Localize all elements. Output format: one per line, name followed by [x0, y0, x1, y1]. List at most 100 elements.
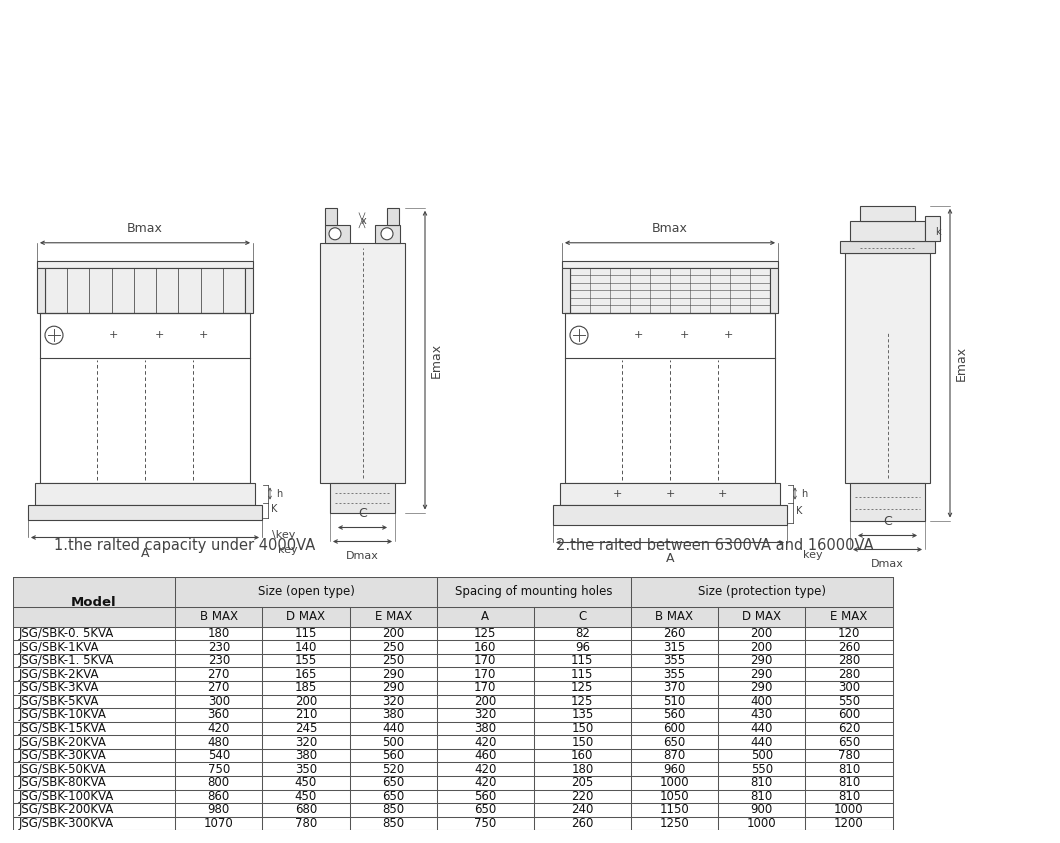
Circle shape — [570, 326, 588, 344]
Text: C: C — [358, 507, 367, 519]
Text: 460: 460 — [474, 749, 496, 762]
Text: 245: 245 — [295, 722, 317, 735]
Text: 250: 250 — [382, 641, 404, 653]
Text: 290: 290 — [382, 668, 404, 681]
Text: 205: 205 — [571, 776, 594, 789]
Text: E MAX: E MAX — [374, 610, 411, 623]
Text: 500: 500 — [750, 749, 773, 762]
Text: D MAX: D MAX — [286, 610, 325, 623]
Bar — [534, 607, 631, 626]
Text: Bmax: Bmax — [652, 222, 688, 235]
Text: 200: 200 — [382, 627, 404, 640]
Text: 290: 290 — [750, 681, 773, 695]
Bar — [45, 268, 245, 313]
Text: k: k — [935, 227, 940, 237]
Text: 750: 750 — [208, 763, 230, 776]
Text: 250: 250 — [382, 654, 404, 667]
Text: 520: 520 — [382, 763, 404, 776]
Text: JSG/SBK-15KVA: JSG/SBK-15KVA — [19, 722, 107, 735]
Text: JSG/SBK-300KVA: JSG/SBK-300KVA — [19, 817, 114, 830]
Bar — [13, 803, 893, 817]
Text: 780: 780 — [837, 749, 860, 762]
Text: 125: 125 — [571, 695, 594, 708]
Text: 1150: 1150 — [659, 803, 689, 817]
Text: 650: 650 — [837, 736, 860, 749]
Text: 360: 360 — [208, 708, 230, 722]
Bar — [35, 482, 255, 504]
Bar — [13, 654, 893, 668]
Bar — [13, 681, 893, 695]
Text: 115: 115 — [571, 654, 594, 667]
Text: 810: 810 — [837, 776, 860, 789]
Text: JSG/SBK-200KVA: JSG/SBK-200KVA — [19, 803, 114, 817]
Text: A: A — [666, 552, 674, 566]
Bar — [565, 313, 775, 482]
Bar — [40, 313, 250, 482]
Text: 450: 450 — [295, 776, 317, 789]
Text: 170: 170 — [474, 654, 496, 667]
Text: 355: 355 — [664, 668, 686, 681]
Text: 420: 420 — [474, 776, 496, 789]
Text: 150: 150 — [571, 722, 594, 735]
Bar — [13, 695, 893, 708]
Text: 270: 270 — [208, 668, 230, 681]
Bar — [330, 482, 395, 513]
Bar — [13, 577, 175, 607]
Bar — [13, 722, 893, 735]
Text: 850: 850 — [382, 803, 404, 817]
Text: 355: 355 — [664, 654, 686, 667]
Bar — [13, 626, 893, 641]
Text: 510: 510 — [664, 695, 686, 708]
Text: 620: 620 — [837, 722, 860, 735]
Text: 120: 120 — [837, 627, 860, 640]
Text: 115: 115 — [295, 627, 317, 640]
Text: 480: 480 — [208, 736, 230, 749]
Text: Emax: Emax — [955, 346, 968, 381]
Text: 125: 125 — [571, 681, 594, 695]
Text: 960: 960 — [664, 763, 686, 776]
Text: 560: 560 — [664, 708, 686, 722]
Text: +: + — [155, 330, 164, 341]
Text: 500: 500 — [382, 736, 404, 749]
Bar — [437, 577, 631, 607]
Bar — [840, 241, 935, 253]
Text: 650: 650 — [382, 776, 404, 789]
Text: 155: 155 — [295, 654, 317, 667]
Bar — [13, 607, 175, 626]
Text: 260: 260 — [664, 627, 686, 640]
Text: 900: 900 — [750, 803, 773, 817]
Text: JSG/SBK-100KVA: JSG/SBK-100KVA — [19, 790, 114, 803]
Bar — [845, 253, 930, 482]
Bar — [631, 607, 718, 626]
Text: 1000: 1000 — [659, 776, 689, 789]
Text: JSG/SBK-50KVA: JSG/SBK-50KVA — [19, 763, 107, 776]
Text: +: + — [666, 489, 674, 498]
Text: +: + — [109, 330, 118, 341]
Text: +: + — [199, 330, 209, 341]
Text: JSG/SBK-1KVA: JSG/SBK-1KVA — [19, 641, 100, 653]
Text: 1250: 1250 — [659, 817, 689, 830]
Text: C: C — [578, 610, 586, 623]
Text: 1.the ralted capacity under 4000VA: 1.the ralted capacity under 4000VA — [54, 538, 316, 553]
Text: 420: 420 — [474, 736, 496, 749]
Text: 860: 860 — [208, 790, 230, 803]
Bar — [245, 268, 253, 313]
Text: JSG/SBK-5KVA: JSG/SBK-5KVA — [19, 695, 100, 708]
Bar — [560, 482, 780, 504]
Text: 600: 600 — [837, 708, 860, 722]
Text: 125: 125 — [474, 627, 496, 640]
Text: 380: 380 — [295, 749, 317, 762]
Text: B MAX: B MAX — [655, 610, 693, 623]
Text: A: A — [481, 610, 490, 623]
Text: 780: 780 — [295, 817, 317, 830]
Circle shape — [45, 326, 63, 344]
Bar — [37, 268, 45, 313]
Text: key: key — [803, 550, 823, 561]
Text: A: A — [141, 547, 149, 561]
Text: Bmax: Bmax — [127, 222, 163, 235]
Text: 550: 550 — [837, 695, 860, 708]
Text: 870: 870 — [664, 749, 686, 762]
Bar — [37, 260, 253, 268]
Bar — [375, 225, 400, 243]
Text: 810: 810 — [750, 776, 773, 789]
